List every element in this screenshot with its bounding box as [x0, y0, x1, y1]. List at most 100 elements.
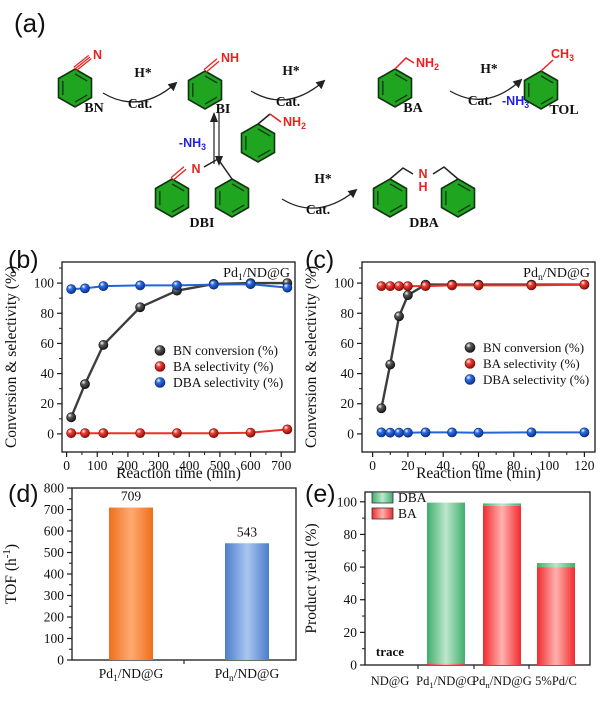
y-tick-label: 0: [47, 426, 54, 441]
minus-nh3-label: -NH3: [179, 136, 206, 152]
bar-segment-dba: [537, 562, 575, 568]
data-point: [376, 281, 387, 292]
dba-ring-1: [372, 178, 408, 218]
catalyst-annotation: Pd1/ND@G: [223, 266, 290, 283]
category-label: Pd1/ND@G: [99, 666, 164, 684]
data-point: [66, 428, 77, 439]
data-point: [80, 379, 90, 390]
legend-marker: [464, 374, 476, 385]
x-tick-label: 400: [179, 458, 200, 473]
y-tick-label: 40: [344, 592, 358, 607]
y-tick-label: 800: [44, 481, 65, 496]
reaction-arrow: [281, 188, 358, 209]
svg-text:Cat.: Cat.: [468, 93, 492, 108]
tol-ring: [523, 70, 559, 110]
legend: BN conversion (%)BA selectivity (%)DBA s…: [464, 340, 589, 387]
legend-marker: [154, 377, 166, 388]
data-point: [282, 424, 293, 435]
ba-label: BA: [403, 101, 423, 116]
data-point: [245, 427, 256, 438]
data-point: [394, 427, 404, 438]
data-point: [402, 427, 413, 438]
dba-ring-2: [440, 178, 476, 218]
svg-text:H*: H*: [314, 171, 332, 186]
data-point: [245, 279, 256, 290]
legend-marker: [154, 361, 166, 372]
data-point: [172, 428, 182, 439]
svg-text:H*: H*: [282, 63, 300, 78]
data-point: [135, 302, 146, 313]
y-tick-label: 0: [57, 653, 64, 668]
data-point: [526, 280, 537, 291]
panel-c-chart: 0 20 40 60 80 100 Conversion & selectivity (%)…: [303, 246, 596, 482]
category-label: Pdn/ND@G: [215, 666, 280, 684]
x-axis-label: Reaction time (min): [116, 465, 241, 482]
x-tick-label: 80: [507, 458, 521, 473]
y-tick-label: 500: [44, 545, 65, 560]
data-point: [447, 427, 457, 438]
x-tick-label: 500: [210, 458, 231, 473]
data-point: [473, 280, 484, 291]
data-point: [385, 281, 396, 292]
bi-imine-nh: NH: [221, 51, 239, 65]
bi-label: BI: [216, 102, 231, 117]
x-axis: 0 20 40 60 80 100 120: [369, 452, 595, 473]
data-point: [420, 281, 431, 292]
panel-label: (d): [8, 480, 39, 508]
y-tick-label: 80: [41, 306, 55, 321]
plot-frame: [364, 491, 591, 666]
h-star-label: H*: [134, 65, 152, 80]
y-tick-label: 200: [44, 610, 65, 625]
dba-label: DBA: [409, 216, 439, 231]
bi-ring: [187, 70, 223, 110]
y-axis: 0 20 40 60 80 100: [34, 267, 62, 441]
bar-segment-ba: [483, 505, 521, 665]
tol-methyl-ch3: CH3: [551, 47, 574, 63]
dbi-n: N: [191, 162, 200, 176]
x-tick-label: 600: [240, 458, 261, 473]
y-tick-label: 80: [344, 527, 358, 542]
y-tick-label: 0: [347, 426, 354, 441]
x-tick-label: 0: [369, 458, 376, 473]
benzylamine-ring: [240, 123, 276, 163]
data-point: [66, 412, 77, 423]
y-axis-label: TOF (h-1): [1, 544, 20, 604]
y-tick-label: 60: [341, 336, 355, 351]
dbi-ring-2: [214, 178, 250, 218]
panel-b-chart: 0 20 40 60 80 100 Conversion & selectivity (%)…: [3, 246, 296, 482]
plot-frame: [61, 261, 296, 453]
tol-label: TOL: [549, 103, 578, 118]
x-axis: 0 100 200 300 400 500 600 700: [63, 452, 292, 473]
data-point: [208, 279, 219, 290]
legend-swatch: [371, 507, 394, 520]
x-tick-label: 60: [472, 458, 486, 473]
data-point: [135, 428, 146, 439]
x-tick-label: 0: [63, 458, 70, 473]
y-tick-label: 80: [341, 306, 355, 321]
panel-label: (c): [305, 246, 334, 274]
category-label: 5%Pd/C: [535, 674, 577, 688]
bar-value-label: 709: [121, 489, 142, 504]
y-tick-label: 100: [44, 631, 65, 646]
y-axis-label: Product yield (%): [303, 523, 320, 633]
y-tick-label: 40: [341, 366, 355, 381]
panel-e-chart: 0 20 40 60 80 100 Product yield (%) (e) ND@G Pd1/…: [303, 480, 591, 690]
y-axis-label: Conversion & selectivity (%): [3, 266, 20, 448]
y-tick-label: 60: [41, 336, 55, 351]
bar-segment-dba: [483, 503, 521, 506]
legend-marker: [464, 358, 476, 369]
y-tick-label: 400: [44, 567, 65, 582]
legend-label: BN conversion (%): [483, 340, 584, 355]
data-point: [402, 290, 413, 301]
y-tick-label: 20: [41, 396, 55, 411]
series-ba-selectivity: [376, 279, 590, 292]
legend-marker: [154, 345, 166, 356]
y-tick-label: 40: [41, 366, 55, 381]
y-axis: 0 100 200 300 400 500 600 700 800: [44, 481, 72, 668]
category-label: Pdn/ND@G: [472, 674, 532, 690]
y-tick-label: 600: [44, 524, 65, 539]
y-axis-label: Conversion & selectivity (%): [303, 266, 320, 448]
data-point: [172, 280, 182, 291]
legend-label: BN conversion (%): [173, 343, 278, 358]
data-point: [80, 283, 90, 294]
